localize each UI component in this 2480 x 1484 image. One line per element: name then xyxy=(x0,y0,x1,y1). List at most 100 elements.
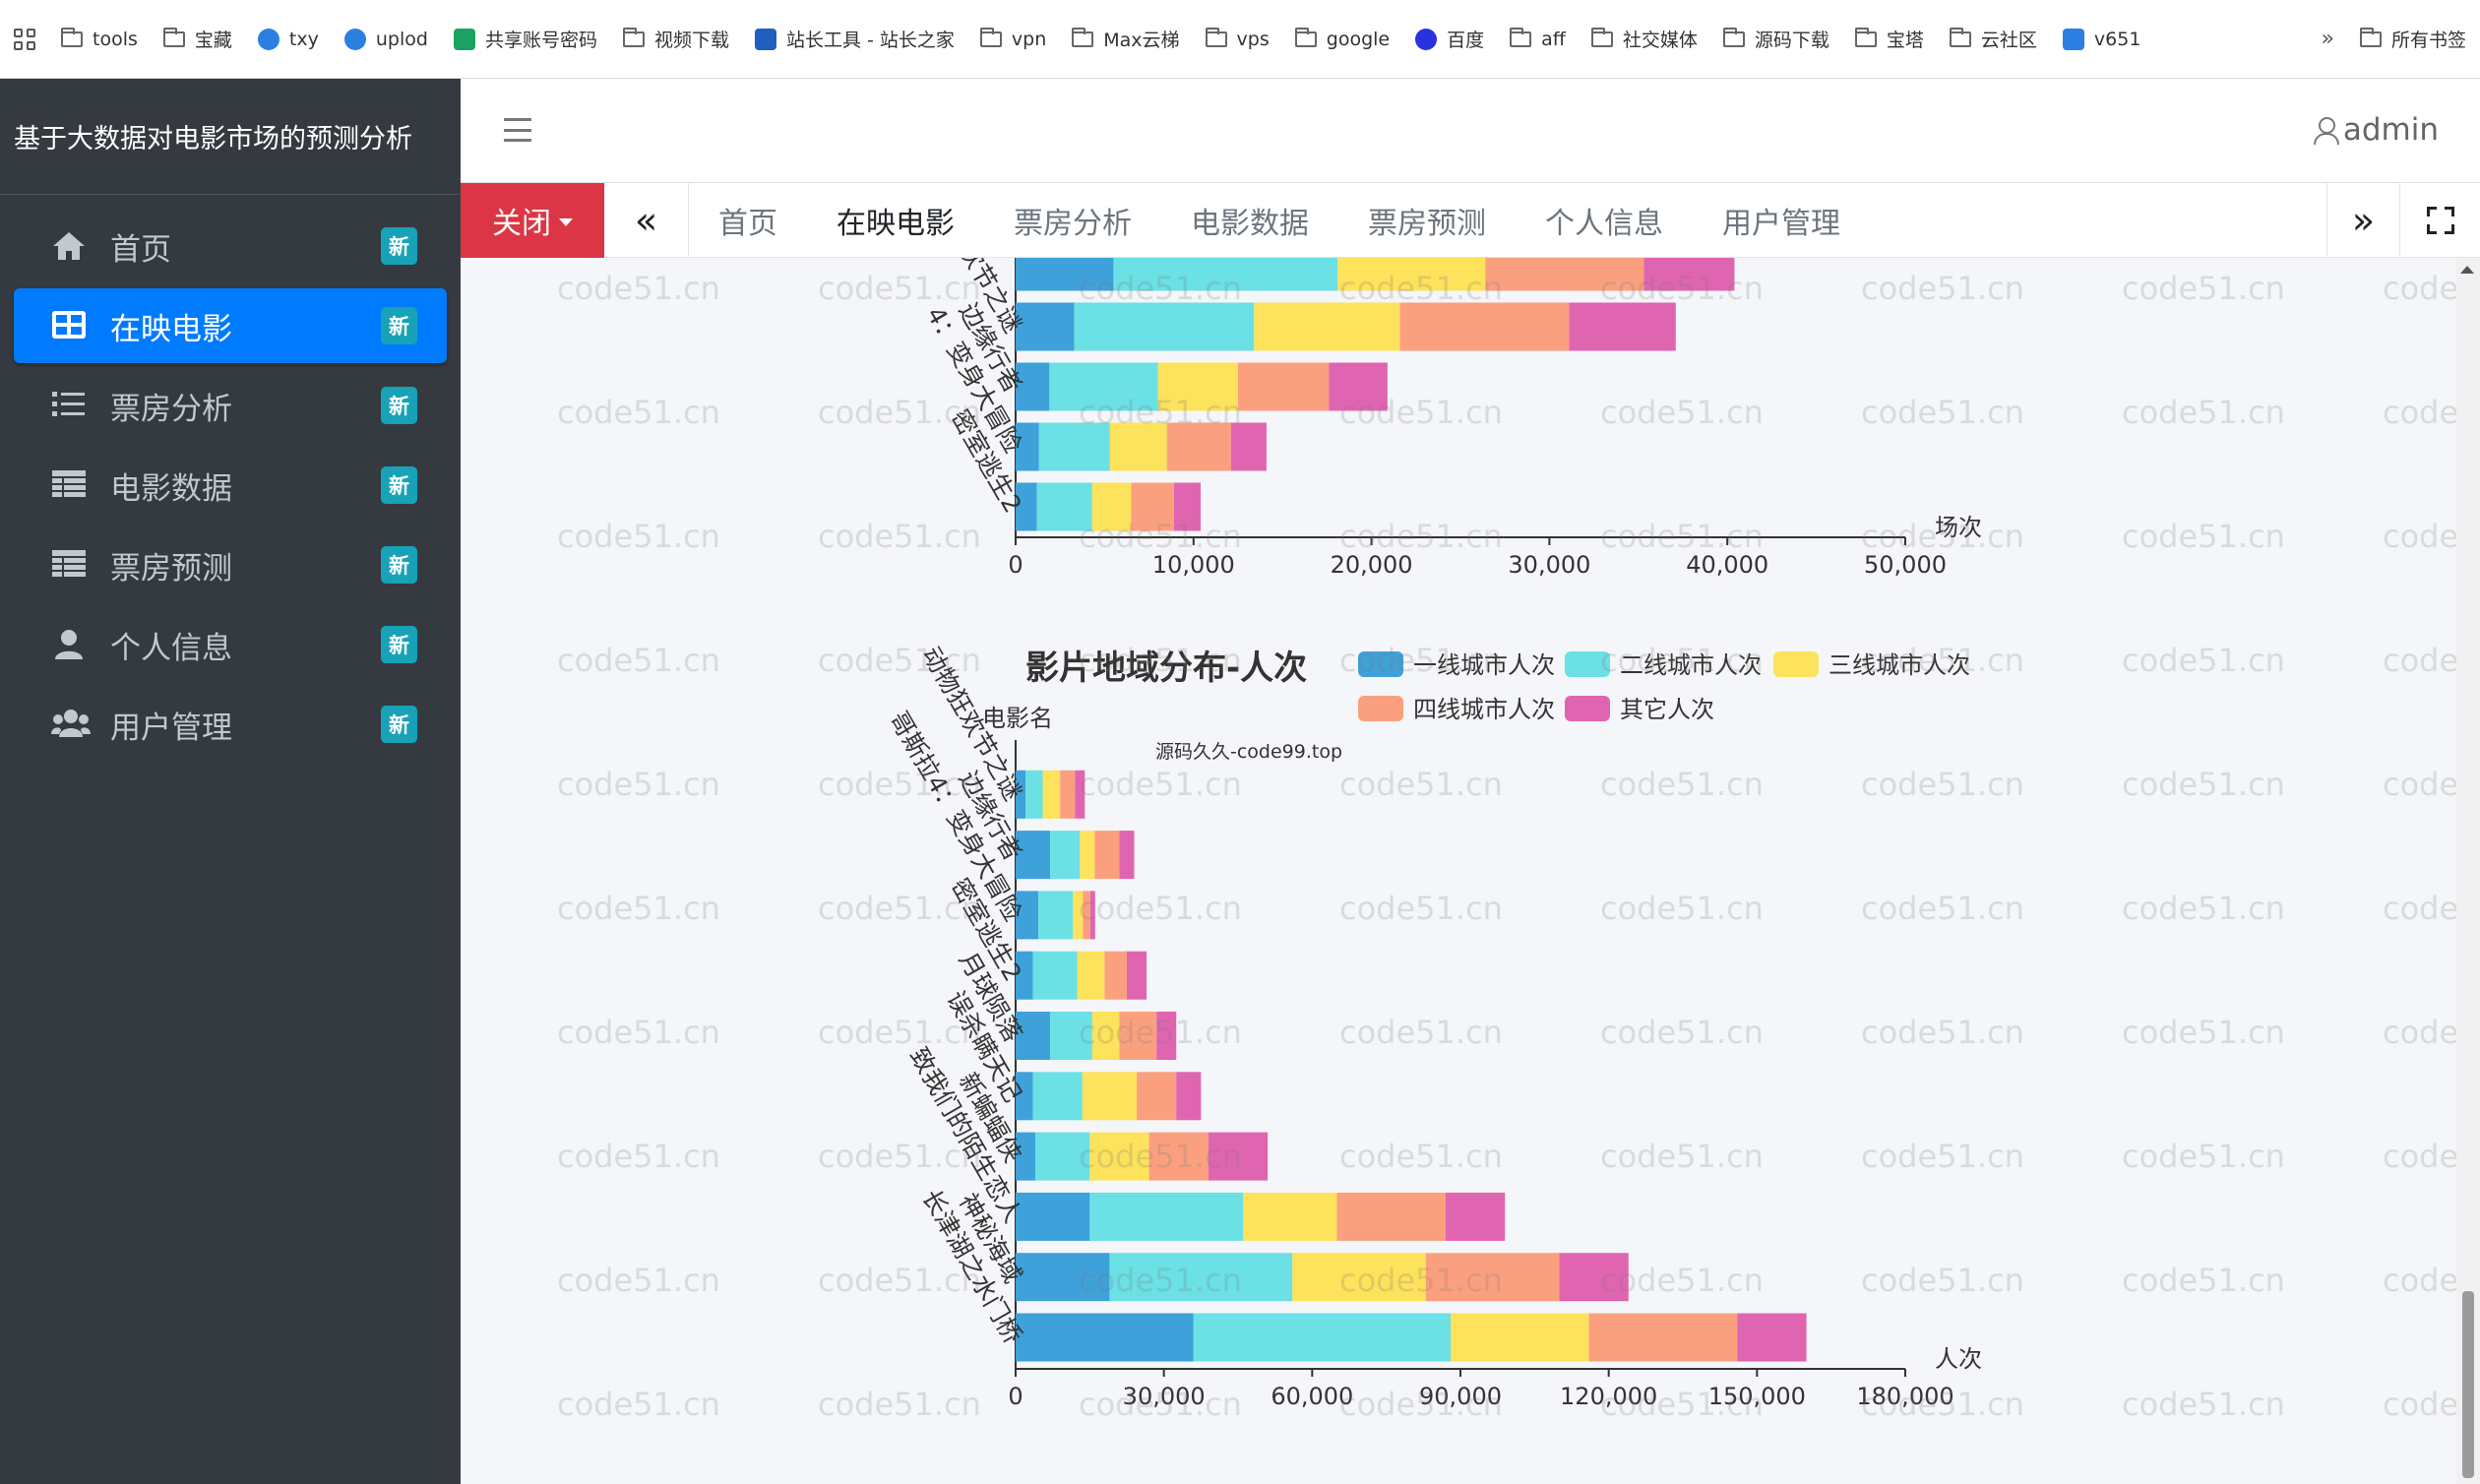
bar-segment[interactable] xyxy=(1060,770,1076,819)
bar-segment[interactable] xyxy=(1119,831,1135,880)
bookmark-item[interactable]: 视频下载 xyxy=(622,26,729,52)
bar-segment[interactable] xyxy=(1104,951,1127,1000)
bar-segment[interactable] xyxy=(1109,422,1167,471)
bar-segment[interactable] xyxy=(1091,482,1132,531)
tab-scroll-right-button[interactable]: » xyxy=(2326,183,2399,258)
bar-segment[interactable] xyxy=(1025,770,1043,819)
bookmark-item[interactable]: 源码下载 xyxy=(1722,26,1829,52)
bar-segment[interactable] xyxy=(1091,1012,1120,1060)
bar-segment[interactable] xyxy=(1080,831,1095,880)
bar-segment[interactable] xyxy=(1399,302,1570,351)
close-tabs-button[interactable]: 关闭 xyxy=(461,182,604,258)
bar-segment[interactable] xyxy=(1038,891,1074,940)
bar-segment[interactable] xyxy=(1032,1072,1083,1121)
bar-segment[interactable] xyxy=(1016,482,1037,531)
bar-segment[interactable] xyxy=(1173,482,1202,531)
tab-6[interactable]: 个人信息 xyxy=(1545,206,1663,241)
bookmark-item[interactable]: uplod xyxy=(343,28,428,50)
bar-segment[interactable] xyxy=(1193,1313,1451,1362)
bar-segment[interactable] xyxy=(1119,1012,1157,1060)
bar-segment[interactable] xyxy=(1035,1132,1090,1181)
bar-segment[interactable] xyxy=(1016,831,1051,880)
bar-segment[interactable] xyxy=(1032,951,1078,1000)
bookmarks-more-button[interactable]: » xyxy=(2321,27,2334,51)
bar-segment[interactable] xyxy=(1166,422,1231,471)
bookmark-item[interactable]: txy xyxy=(257,28,319,50)
user-menu[interactable]: admin xyxy=(2313,112,2439,148)
bar-segment[interactable] xyxy=(1016,1072,1033,1121)
bookmark-item[interactable]: vpn xyxy=(979,27,1046,50)
bar-segment[interactable] xyxy=(1082,1072,1138,1121)
bar-segment[interactable] xyxy=(1089,891,1095,940)
tab-7[interactable]: 用户管理 xyxy=(1722,206,1840,241)
bar-segment[interactable] xyxy=(1016,258,1114,291)
bar-segment[interactable] xyxy=(1292,1253,1426,1302)
bar-segment[interactable] xyxy=(1109,1253,1293,1302)
legend-item[interactable]: 一线城市人次 xyxy=(1358,651,1555,679)
bar-segment[interactable] xyxy=(1094,831,1120,880)
sidebar-item-5[interactable]: 票房预测 新 xyxy=(14,527,447,602)
fullscreen-button[interactable] xyxy=(2399,183,2480,258)
bookmark-item[interactable]: 站长工具 - 站长之家 xyxy=(754,26,955,52)
bar-segment[interactable] xyxy=(1016,1132,1036,1181)
bar-segment[interactable] xyxy=(1042,770,1061,819)
bar-segment[interactable] xyxy=(1038,422,1110,471)
bar-segment[interactable] xyxy=(1485,258,1644,291)
bar-segment[interactable] xyxy=(1588,1313,1738,1362)
bar-segment[interactable] xyxy=(1049,362,1158,411)
bar-segment[interactable] xyxy=(1016,362,1050,411)
sidebar-item-3[interactable]: 票房分析 新 xyxy=(14,368,447,443)
tab-1[interactable]: 首页 xyxy=(718,206,777,241)
tab-3[interactable]: 票房分析 xyxy=(1014,206,1132,241)
bar-segment[interactable] xyxy=(1445,1192,1506,1241)
bar-segment[interactable] xyxy=(1148,1132,1209,1181)
brand-title[interactable]: 基于大数据对电影市场的预测分析 xyxy=(0,79,461,195)
bar-segment[interactable] xyxy=(1137,1072,1177,1121)
bar-segment[interactable] xyxy=(1336,1192,1446,1241)
legend-item[interactable]: 其它人次 xyxy=(1565,696,1714,723)
bar-segment[interactable] xyxy=(1089,1132,1149,1181)
menu-toggle-icon[interactable] xyxy=(504,118,531,142)
bar-segment[interactable] xyxy=(1643,258,1735,291)
bookmark-item[interactable]: 共享账号密码 xyxy=(453,26,597,52)
bar-segment[interactable] xyxy=(1337,258,1486,291)
bar-segment[interactable] xyxy=(1329,362,1388,411)
bar-segment[interactable] xyxy=(1016,302,1075,351)
bar-segment[interactable] xyxy=(1083,891,1090,940)
sidebar-item-6[interactable]: 个人信息 新 xyxy=(14,607,447,682)
bookmark-item[interactable]: 百度 xyxy=(1415,26,1484,52)
vertical-scrollbar[interactable] xyxy=(2456,258,2480,1484)
legend-item[interactable]: 二线城市人次 xyxy=(1565,651,1762,679)
bar-segment[interactable] xyxy=(1016,891,1039,940)
bookmark-item[interactable]: v651 xyxy=(2062,28,2140,50)
sidebar-item-2[interactable]: 在映电影 新 xyxy=(14,288,447,363)
bar-segment[interactable] xyxy=(1050,1012,1092,1060)
bar-segment[interactable] xyxy=(1208,1132,1269,1181)
bar-segment[interactable] xyxy=(1036,482,1092,531)
bar-segment[interactable] xyxy=(1450,1313,1589,1362)
scroll-up-icon[interactable] xyxy=(2460,266,2474,274)
sidebar-item-1[interactable]: 首页 新 xyxy=(14,209,447,283)
tab-2[interactable]: 在映电影 xyxy=(837,206,955,241)
bookmark-item[interactable]: tools xyxy=(61,27,138,50)
bar-segment[interactable] xyxy=(1016,951,1033,1000)
bookmark-item[interactable]: 宝藏 xyxy=(162,26,232,52)
all-bookmarks-button[interactable]: 所有书签 xyxy=(2359,26,2466,52)
bookmark-item[interactable]: 宝塔 xyxy=(1854,26,1924,52)
bar-segment[interactable] xyxy=(1425,1253,1560,1302)
bookmark-item[interactable]: Max云梯 xyxy=(1072,26,1180,52)
bar-segment[interactable] xyxy=(1230,422,1267,471)
bar-segment[interactable] xyxy=(1016,422,1039,471)
bookmark-item[interactable]: aff xyxy=(1510,27,1566,50)
bar-segment[interactable] xyxy=(1559,1253,1629,1302)
bar-segment[interactable] xyxy=(1075,770,1085,819)
bar-segment[interactable] xyxy=(1127,951,1147,1000)
bar-segment[interactable] xyxy=(1569,302,1676,351)
bar-segment[interactable] xyxy=(1176,1072,1202,1121)
apps-button[interactable] xyxy=(14,28,35,50)
scroll-thumb[interactable] xyxy=(2462,1291,2474,1478)
bar-segment[interactable] xyxy=(1243,1192,1337,1241)
bookmark-item[interactable]: 云社区 xyxy=(1949,26,2037,52)
bar-segment[interactable] xyxy=(1254,302,1400,351)
bookmark-item[interactable]: 社交媒体 xyxy=(1590,26,1698,52)
